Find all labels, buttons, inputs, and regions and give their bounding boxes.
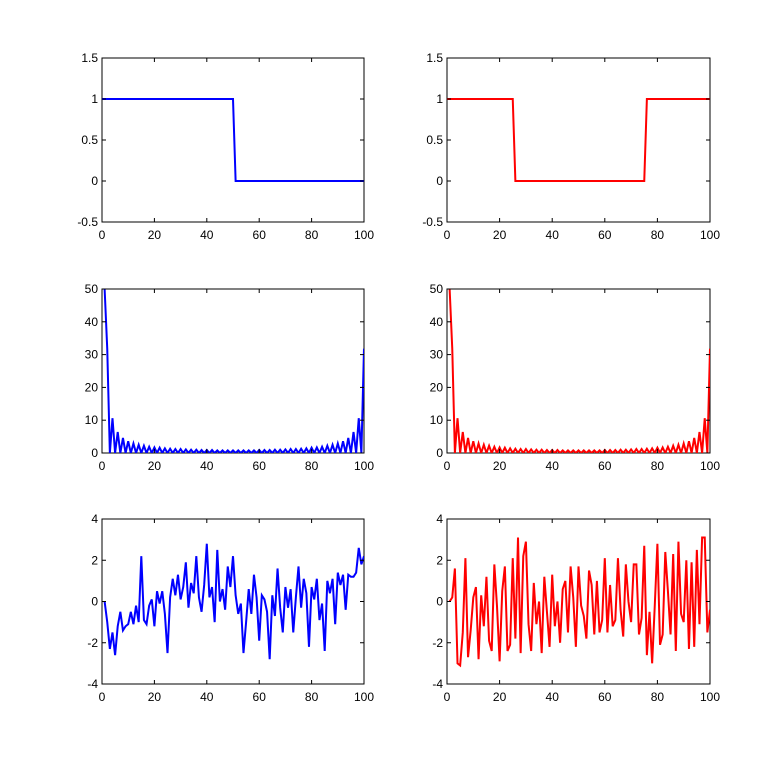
plot-bottom-right: 0 20 40 60 80 100 -4 -2 0 2 4 <box>432 512 720 704</box>
x-tick-label: 20 <box>148 228 162 242</box>
plot-middle-right: 0 20 40 60 80 100 0 10 20 30 40 50 <box>430 282 721 473</box>
y-tick-label: 0 <box>91 174 98 188</box>
x-tick-label: 40 <box>546 690 560 704</box>
x-tick-label: 40 <box>546 459 560 473</box>
y-tick-label: 4 <box>436 512 443 526</box>
x-tick-label: 80 <box>651 228 665 242</box>
y-tick-label: 4 <box>91 512 98 526</box>
x-tick-label: 40 <box>200 459 214 473</box>
x-tick-label: 100 <box>354 690 374 704</box>
plot-bottom-left: 0 20 40 60 80 100 -4 -2 0 2 4 <box>87 512 374 704</box>
series-line-0 <box>102 98 364 182</box>
x-tick-label: 40 <box>200 690 214 704</box>
x-tick-label: 100 <box>700 690 720 704</box>
x-tick-label: 20 <box>148 690 162 704</box>
x-tick-label: 80 <box>305 459 319 473</box>
x-tick-label: 20 <box>148 459 162 473</box>
y-tick-label: 40 <box>430 315 444 329</box>
y-tick-label: 20 <box>85 380 99 394</box>
x-tick-label: 100 <box>354 459 374 473</box>
plot-middle-left: 0 20 40 60 80 100 0 10 20 30 40 50 <box>85 282 375 473</box>
y-tick-label: -0.5 <box>422 215 443 229</box>
x-tick-label: 60 <box>253 228 267 242</box>
axes-frame <box>101 518 365 685</box>
x-tick-label: 80 <box>651 459 665 473</box>
y-tick-label: -2 <box>432 636 443 650</box>
y-tick-label: 1.5 <box>81 51 98 65</box>
x-tick-label: 0 <box>99 459 106 473</box>
y-tick-label: 0 <box>436 595 443 609</box>
axes-frame <box>446 518 711 685</box>
plot-top-right: 0 20 40 60 80 100-0.500.511.5 <box>422 51 720 242</box>
x-tick-label: 80 <box>651 690 665 704</box>
y-tick-label: -2 <box>87 636 98 650</box>
axes-frame <box>446 57 711 223</box>
axes-frame <box>446 288 711 454</box>
y-tick-label: 1 <box>91 92 98 106</box>
x-tick-label: 0 <box>444 228 451 242</box>
x-tick-label: 0 <box>444 459 451 473</box>
y-tick-label: 0 <box>436 174 443 188</box>
y-tick-label: 50 <box>85 282 99 296</box>
series-line-0 <box>103 543 364 660</box>
x-tick-label: 100 <box>700 228 720 242</box>
x-tick-label: 0 <box>99 690 106 704</box>
x-tick-label: 80 <box>305 228 319 242</box>
series-line-0 <box>448 289 710 453</box>
x-tick-label: 40 <box>200 228 214 242</box>
x-tick-label: 0 <box>444 690 451 704</box>
x-tick-label: 100 <box>700 459 720 473</box>
y-tick-label: 0.5 <box>426 133 443 147</box>
x-tick-label: 20 <box>493 459 507 473</box>
series-line-0 <box>447 98 710 182</box>
axes-frame <box>101 288 365 454</box>
y-tick-label: 0 <box>91 595 98 609</box>
x-tick-label: 20 <box>493 228 507 242</box>
y-tick-label: 30 <box>430 348 444 362</box>
y-tick-label: 10 <box>430 413 444 427</box>
y-tick-label: 40 <box>85 315 99 329</box>
y-tick-label: 2 <box>436 553 443 567</box>
x-tick-label: 60 <box>253 690 267 704</box>
y-tick-label: 0 <box>91 446 98 460</box>
y-tick-label: 0.5 <box>81 133 98 147</box>
series-line-0 <box>448 536 710 668</box>
y-tick-label: -4 <box>432 677 443 691</box>
y-tick-label: 30 <box>85 348 99 362</box>
y-tick-label: 50 <box>430 282 444 296</box>
y-tick-label: -4 <box>87 677 98 691</box>
x-tick-label: 100 <box>354 228 374 242</box>
x-tick-label: 60 <box>598 228 612 242</box>
y-tick-label: 1.5 <box>426 51 443 65</box>
y-tick-label: 2 <box>91 553 98 567</box>
x-tick-label: 20 <box>493 690 507 704</box>
x-tick-label: 60 <box>598 690 612 704</box>
x-tick-label: 60 <box>253 459 267 473</box>
plot-top-left: 0 20 40 60 80 100-0.500.511.5 <box>77 51 374 242</box>
x-tick-label: 0 <box>99 228 106 242</box>
y-tick-label: 1 <box>436 92 443 106</box>
y-tick-label: 20 <box>430 380 444 394</box>
x-tick-label: 60 <box>598 459 612 473</box>
x-tick-label: 80 <box>305 690 319 704</box>
y-tick-label: 0 <box>436 446 443 460</box>
x-tick-label: 40 <box>546 228 560 242</box>
series-line-0 <box>103 289 364 453</box>
y-tick-label: 10 <box>85 413 99 427</box>
axes-frame <box>101 57 365 223</box>
y-tick-label: -0.5 <box>77 215 98 229</box>
